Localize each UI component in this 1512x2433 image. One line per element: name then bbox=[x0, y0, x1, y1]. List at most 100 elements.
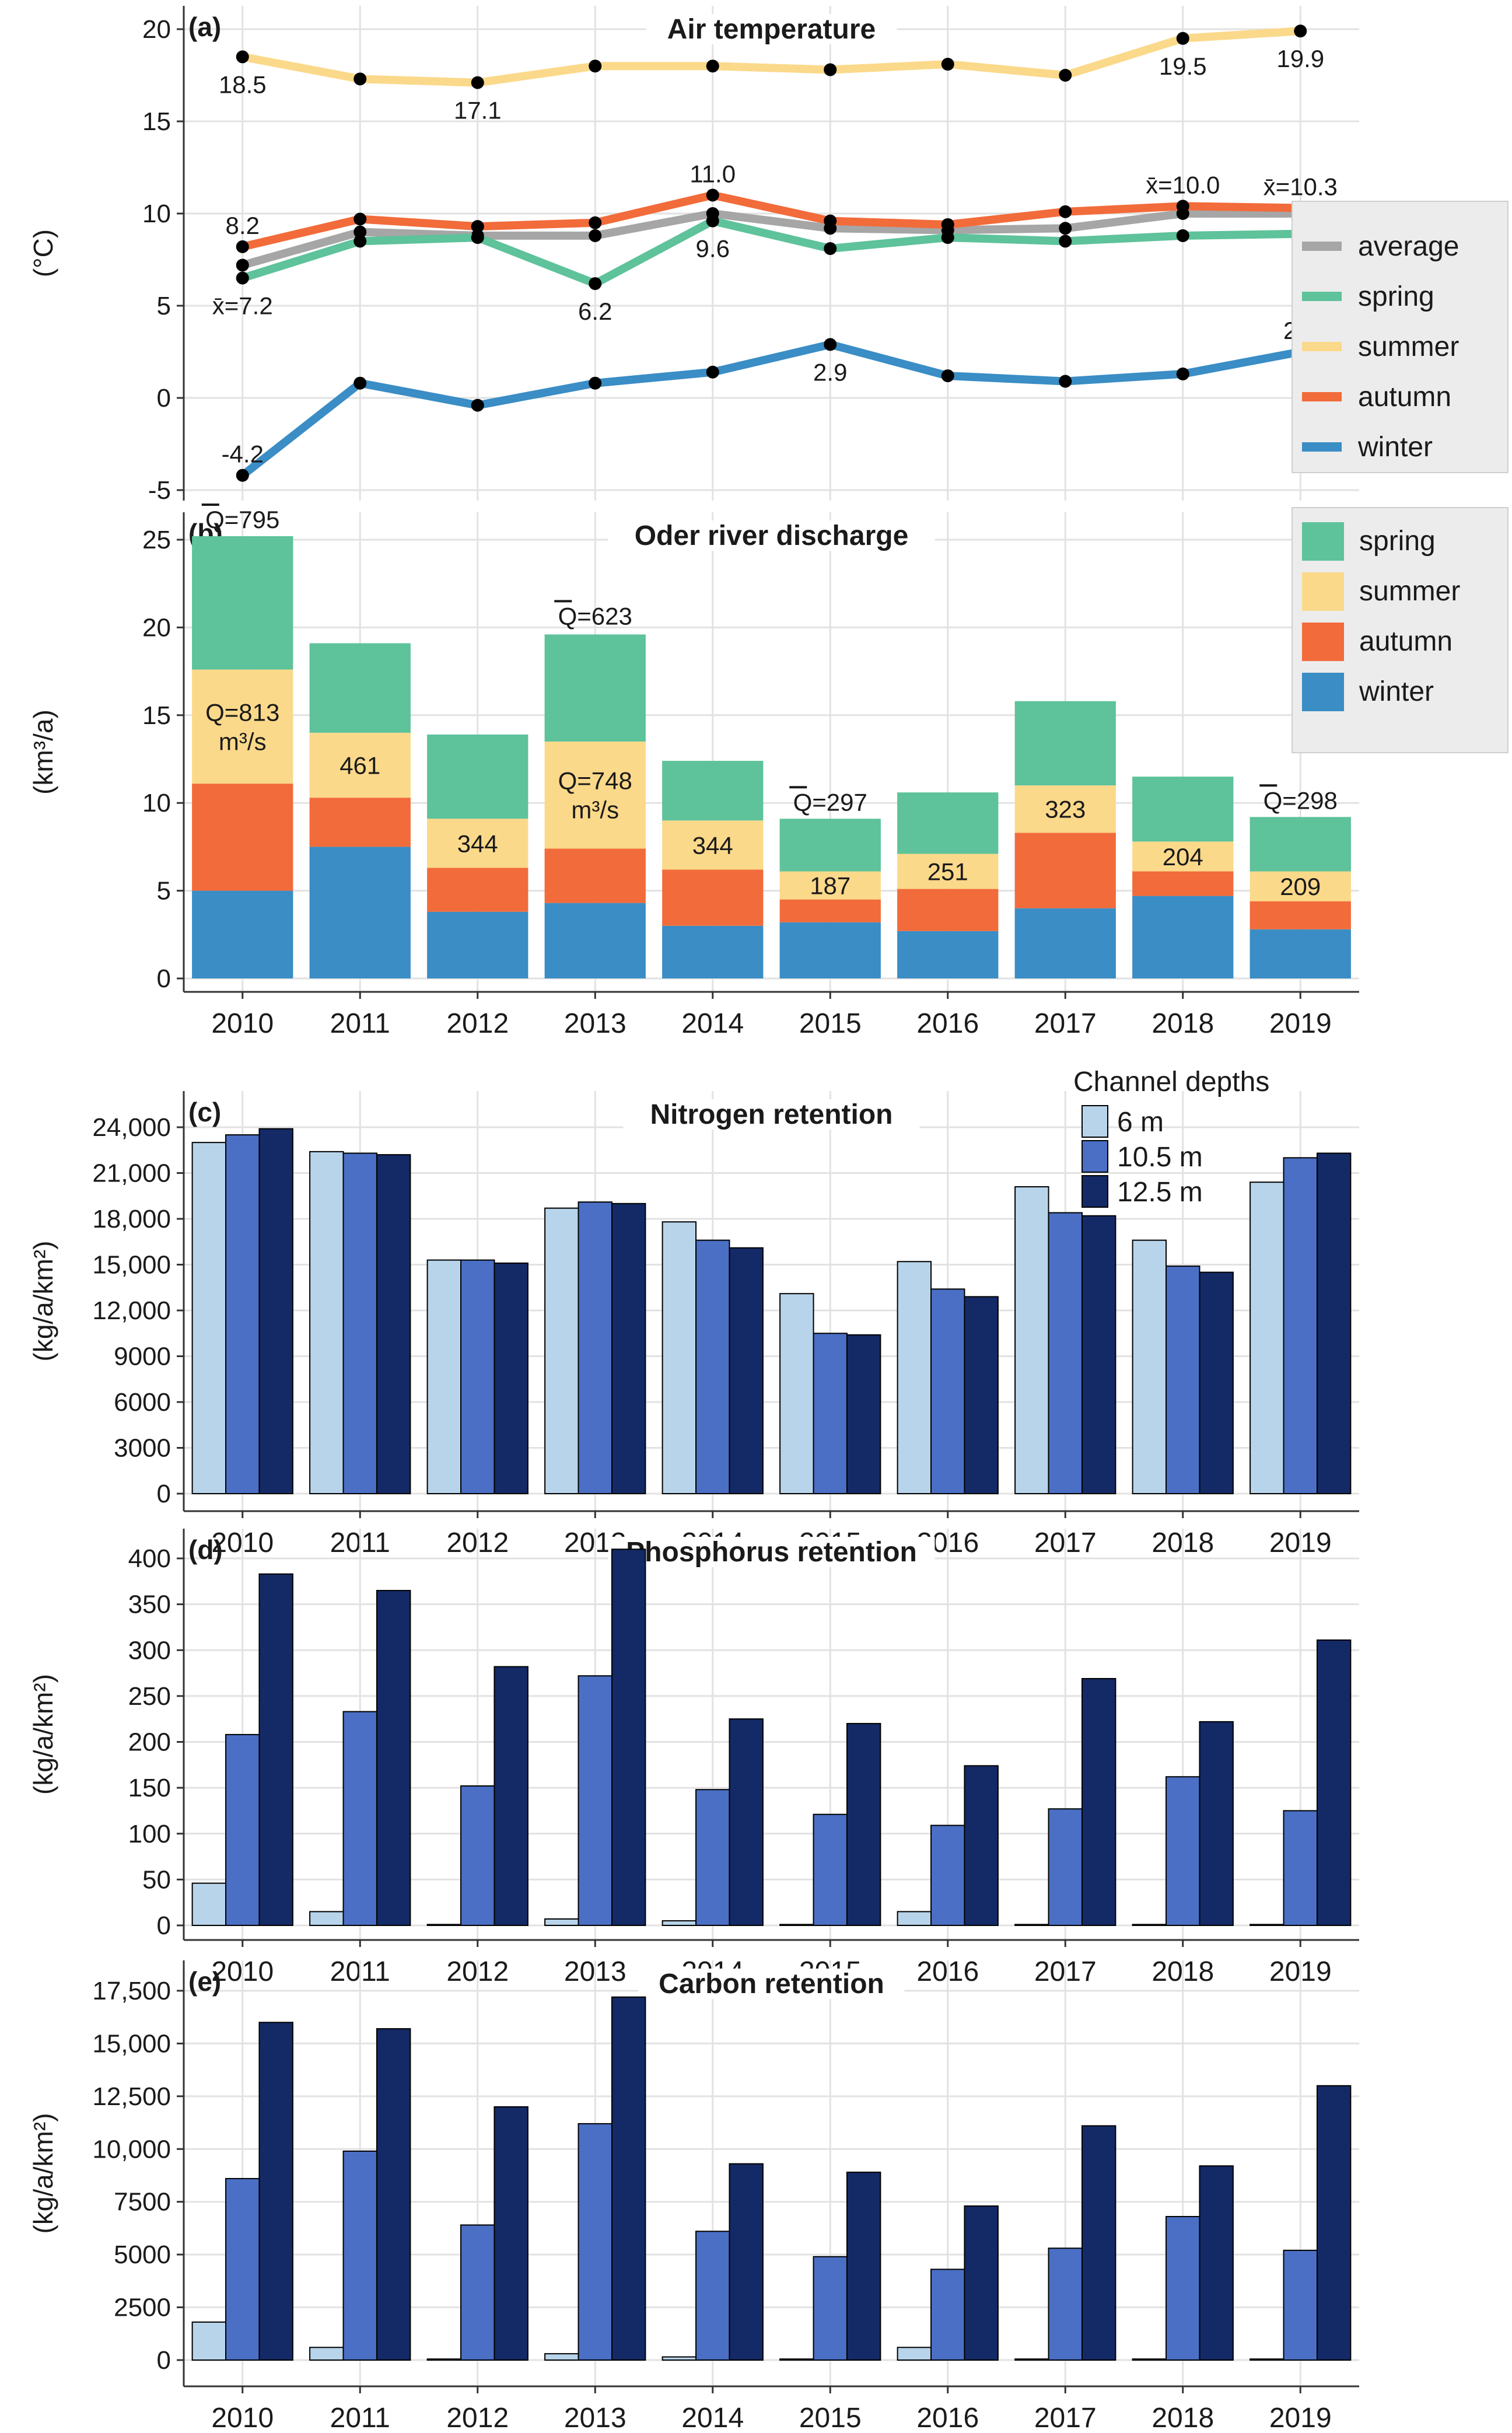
y-tick-label: 0 bbox=[157, 384, 171, 413]
y-tick-label: 10,000 bbox=[92, 2135, 171, 2163]
legend-swatch bbox=[1302, 572, 1344, 611]
legend-swatch bbox=[1302, 673, 1344, 711]
point-average bbox=[1059, 222, 1072, 235]
bar-105m bbox=[813, 2256, 848, 2361]
x-tick-label: 2013 bbox=[564, 1008, 626, 1039]
y-axis-label: (km³/a) bbox=[28, 709, 58, 795]
bar-105m bbox=[695, 1789, 730, 1927]
bar-spring bbox=[662, 761, 764, 821]
bar-6m bbox=[191, 1142, 227, 1494]
legend-label: winter bbox=[1359, 676, 1434, 707]
data-label: 18.5 bbox=[219, 71, 267, 98]
point-summer bbox=[941, 58, 954, 71]
bar-6m bbox=[309, 1911, 344, 1927]
point-spring bbox=[236, 271, 249, 285]
x-tick-label: 2014 bbox=[681, 2403, 744, 2433]
bar-inner-label: 204 bbox=[1163, 843, 1203, 871]
x-tick-label: 2011 bbox=[330, 1008, 390, 1039]
legend-label: spring bbox=[1359, 526, 1436, 557]
point-spring bbox=[1059, 235, 1072, 248]
bar-6m bbox=[544, 2353, 579, 2361]
point-winter bbox=[354, 376, 367, 390]
bar-105m bbox=[930, 1824, 965, 1926]
bar-winter bbox=[544, 903, 646, 978]
point-summer bbox=[1059, 69, 1072, 82]
x-tick-label: 2013 bbox=[564, 2403, 626, 2433]
bar-6m bbox=[191, 2321, 227, 2361]
point-winter bbox=[941, 369, 954, 383]
bar-125m bbox=[611, 1202, 646, 1494]
y-tick-label: 20 bbox=[142, 613, 171, 642]
y-tick-label: 15 bbox=[142, 701, 171, 730]
data-label: x̄=10.3 bbox=[1264, 173, 1338, 201]
x-tick-label: 2012 bbox=[446, 2403, 509, 2433]
bar-125m bbox=[1199, 1721, 1234, 1927]
bar-105m bbox=[225, 2177, 260, 2361]
legend-swatch bbox=[1302, 522, 1344, 561]
x-tick-label: 2017 bbox=[1034, 2403, 1097, 2433]
bar-125m bbox=[729, 1247, 764, 1494]
bar-105m bbox=[1283, 2249, 1318, 2361]
x-tick-label: 2016 bbox=[916, 2403, 979, 2433]
point-summer bbox=[354, 72, 367, 86]
bar-inner-label: 461 bbox=[340, 752, 380, 779]
y-tick-label: 7500 bbox=[114, 2188, 171, 2217]
y-tick-label: 15,000 bbox=[92, 2029, 171, 2058]
bar-summer bbox=[779, 871, 881, 900]
bar-inner-label: 251 bbox=[928, 858, 968, 886]
series-line-autumn bbox=[238, 191, 1305, 251]
bar-105m bbox=[342, 1711, 377, 1926]
bar-winter bbox=[427, 911, 528, 978]
y-tick-label: 15,000 bbox=[92, 1251, 171, 1280]
chart-title: Oder river discharge bbox=[635, 520, 909, 551]
bar-105m bbox=[225, 1134, 260, 1495]
panel-label: (c) bbox=[188, 1097, 221, 1127]
panel-label: (a) bbox=[188, 12, 221, 42]
point-summer bbox=[706, 60, 719, 73]
bar-summer bbox=[427, 819, 528, 868]
x-tick-label: 2018 bbox=[1152, 2403, 1214, 2433]
y-axis-label: (kg/a/km²) bbox=[28, 1241, 58, 1362]
bar-spring bbox=[309, 643, 411, 733]
bar-125m bbox=[258, 1128, 293, 1495]
x-tick-label: 2017 bbox=[1034, 1008, 1097, 1039]
legend-swatch bbox=[1302, 623, 1344, 661]
bar-summer bbox=[1132, 841, 1234, 872]
point-autumn bbox=[471, 220, 484, 233]
bar-autumn bbox=[544, 848, 646, 903]
bar-inner-label: m³/s bbox=[571, 796, 619, 824]
y-tick-label: 20 bbox=[142, 15, 171, 44]
data-label: 19.5 bbox=[1159, 53, 1207, 80]
bar-105m bbox=[930, 2268, 965, 2361]
bar-winter bbox=[1250, 929, 1351, 978]
bar-6m bbox=[1014, 1186, 1049, 1495]
bar-125m bbox=[1316, 2085, 1352, 2361]
point-summer bbox=[824, 63, 837, 76]
bar-inner-label: m³/s bbox=[219, 728, 267, 755]
bar-inner-label: 344 bbox=[692, 831, 733, 859]
bar-125m bbox=[376, 2028, 411, 2361]
point-spring bbox=[471, 231, 484, 244]
series-line-spring bbox=[238, 216, 1305, 288]
chart-title: Air temperature bbox=[667, 14, 876, 45]
bar-spring bbox=[897, 792, 999, 854]
title-backing bbox=[608, 520, 935, 551]
y-tick-label: 21,000 bbox=[92, 1159, 171, 1188]
bar-autumn bbox=[192, 784, 293, 891]
y-tick-label: 18,000 bbox=[92, 1205, 171, 1233]
y-tick-label: 100 bbox=[128, 1820, 171, 1848]
bar-winter bbox=[1132, 896, 1234, 978]
y-tick-label: 17,500 bbox=[92, 1977, 171, 2005]
y-tick-label: 9000 bbox=[114, 1343, 171, 1371]
bar-105m bbox=[1283, 1810, 1318, 1926]
point-spring bbox=[354, 235, 367, 248]
point-summer bbox=[236, 50, 249, 64]
y-tick-label: 2500 bbox=[114, 2294, 171, 2322]
bar-autumn bbox=[1014, 833, 1116, 908]
bar-125m bbox=[1316, 1639, 1352, 1926]
bar-125m bbox=[376, 1154, 411, 1494]
x-tick-label: 2012 bbox=[446, 1008, 509, 1039]
bar-105m bbox=[225, 1733, 260, 1926]
bar-125m bbox=[376, 1590, 411, 1927]
